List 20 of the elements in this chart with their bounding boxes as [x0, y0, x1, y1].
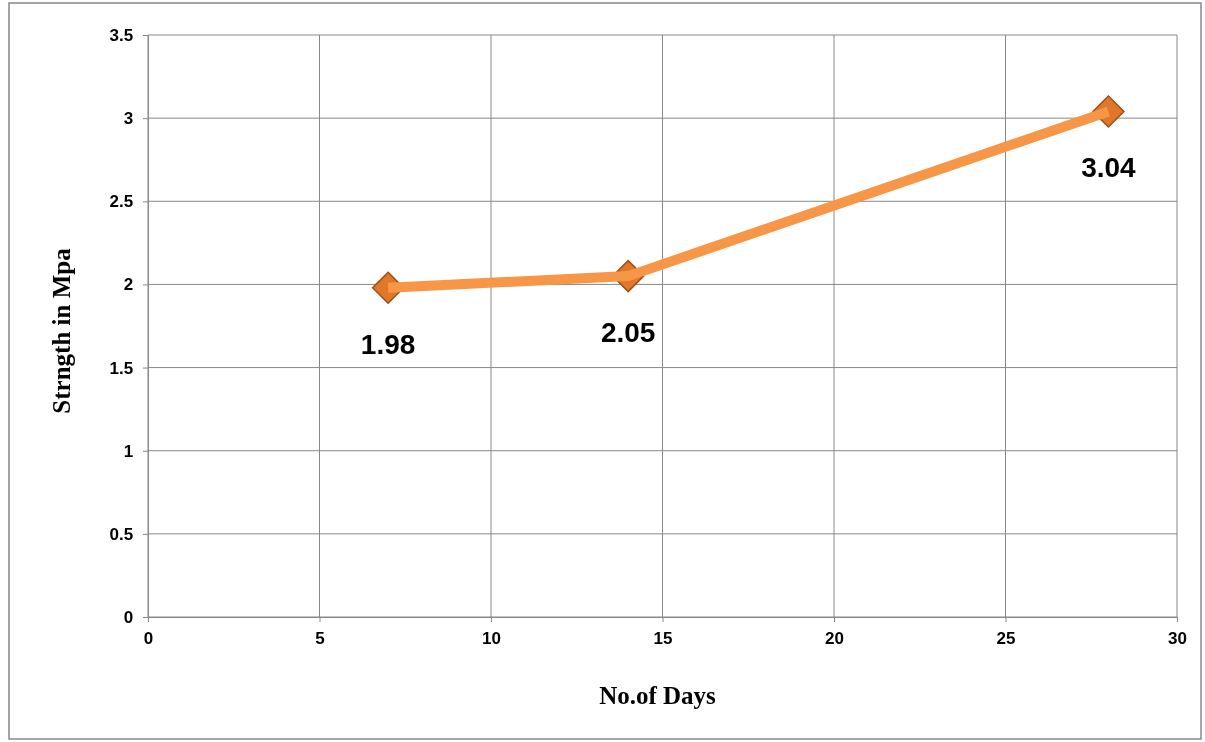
data-label: 2.05	[600, 317, 656, 349]
data-label: 1.98	[360, 328, 416, 360]
x-tick-label: 20	[825, 628, 844, 648]
data-label: 3.04	[1081, 152, 1137, 184]
x-tick-label: 30	[1168, 628, 1187, 648]
y-tick-label: 0	[123, 607, 134, 627]
y-tick-label: 1	[123, 441, 134, 461]
x-tick-label: 0	[143, 628, 154, 648]
x-tick-label: 15	[653, 628, 673, 648]
y-tick-label: 1.5	[109, 358, 134, 378]
y-tick-label: 3	[123, 109, 134, 129]
y-tick-label: 0.5	[109, 524, 134, 544]
x-axis-title: No.of Days	[599, 682, 717, 709]
x-tick-label: 25	[996, 628, 1016, 648]
y-tick-label: 3.5	[109, 25, 134, 45]
y-tick-label: 2.5	[109, 192, 134, 212]
y-tick-label: 2	[123, 275, 134, 295]
x-tick-label: 5	[315, 628, 325, 648]
x-tick-label: 10	[482, 628, 501, 648]
y-axis-title: Strngth in Mpa	[48, 247, 75, 414]
